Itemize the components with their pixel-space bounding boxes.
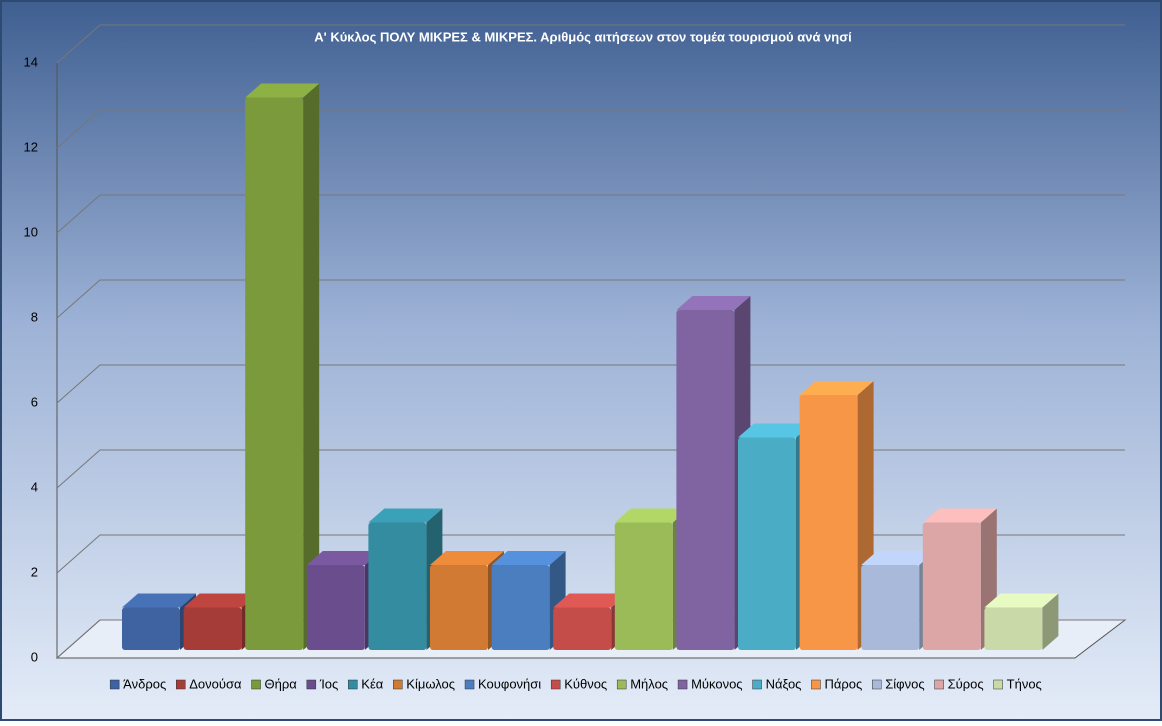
bar xyxy=(614,522,673,650)
legend-item: Μύκονος xyxy=(677,676,743,691)
y-tick-label: 0 xyxy=(31,649,38,664)
bar-top xyxy=(491,551,566,565)
bar-top xyxy=(984,593,1059,608)
legend-item: Μήλος xyxy=(616,676,668,691)
legend-swatch xyxy=(550,679,561,690)
legend-label: Κύθνος xyxy=(564,676,607,691)
bar xyxy=(430,565,488,650)
legend-swatch xyxy=(348,679,358,690)
y-tick-label: 2 xyxy=(31,564,38,579)
legend-label: Άνδρος xyxy=(123,676,166,691)
legend-label: Ίος xyxy=(319,676,338,691)
bar xyxy=(861,565,920,650)
y-tick-label: 6 xyxy=(31,394,38,409)
legend-item: Νάξος xyxy=(752,676,802,691)
legend-swatch xyxy=(251,679,261,690)
bar xyxy=(245,97,304,650)
bar xyxy=(368,522,427,650)
legend-swatch xyxy=(616,679,627,690)
bar-side xyxy=(303,83,320,650)
bar-top xyxy=(368,508,443,523)
y-tick-label: 12 xyxy=(24,139,38,154)
bar-top xyxy=(799,381,874,395)
legend-item: Κουφονήσι xyxy=(464,676,541,691)
bar xyxy=(676,310,735,650)
grid-line xyxy=(56,24,1125,64)
bar xyxy=(922,522,981,650)
legend-swatch xyxy=(872,679,882,690)
legend-label: Σίφνος xyxy=(885,676,924,691)
legend-item: Τήνος xyxy=(993,676,1042,691)
grid-line xyxy=(56,364,1125,404)
legend-swatch xyxy=(176,679,186,690)
bar-top xyxy=(553,593,628,608)
bar xyxy=(491,565,550,650)
bar-top xyxy=(738,423,812,438)
legend-item: Δονούσα xyxy=(176,676,242,691)
bar-top xyxy=(676,296,751,310)
bar-top xyxy=(245,83,320,98)
legend-label: Μύκονος xyxy=(691,676,743,691)
legend-label: Τήνος xyxy=(1007,676,1042,691)
legend-item: Σίφνος xyxy=(872,676,925,691)
legend-label: Μήλος xyxy=(630,676,668,691)
legend-swatch xyxy=(464,679,475,690)
y-tick-label: 14 xyxy=(24,54,38,69)
legend-item: Πάρος xyxy=(811,676,862,691)
legend-item: Κύθνος xyxy=(550,676,607,691)
bar xyxy=(799,395,858,650)
legend-label: Νάξος xyxy=(766,676,802,691)
grid-line xyxy=(56,109,1125,149)
bar-top xyxy=(922,508,997,523)
legend-item: Άνδρος xyxy=(109,676,166,691)
legend-item: Ίος xyxy=(306,676,338,691)
bar-top xyxy=(122,593,196,608)
bar xyxy=(738,437,796,650)
y-tick-label: 4 xyxy=(31,479,38,494)
legend-label: Σύρος xyxy=(948,676,984,691)
legend-swatch xyxy=(811,679,821,690)
bar-top xyxy=(183,593,258,608)
bar-top xyxy=(614,508,689,523)
y-tick-label: 10 xyxy=(24,224,38,239)
legend-swatch xyxy=(393,679,403,690)
bar-top xyxy=(861,551,936,565)
legend-label: Θήρα xyxy=(265,676,298,691)
bar-side xyxy=(1042,593,1059,650)
bar xyxy=(984,607,1043,650)
legend-label: Δονούσα xyxy=(189,676,242,691)
bar-top xyxy=(430,551,504,565)
chart-title: Α' Κύκλος ΠΟΛΥ ΜΙΚΡΕΣ & ΜΙΚΡΕΣ. Αριθμός … xyxy=(314,29,852,44)
grid-line xyxy=(56,194,1125,234)
bar xyxy=(183,607,242,650)
legend-swatch xyxy=(306,679,317,690)
legend-label: Κέα xyxy=(361,676,383,691)
grid-line xyxy=(56,279,1125,319)
y-tick-label: 8 xyxy=(31,309,38,324)
bar xyxy=(306,565,365,650)
legend-swatch xyxy=(934,679,944,690)
legend-item: Θήρα xyxy=(251,676,298,691)
legend-label: Κίμωλος xyxy=(406,676,455,691)
legend-swatch xyxy=(109,679,120,690)
legend-item: Σύρος xyxy=(934,676,984,691)
bar-top xyxy=(306,551,381,565)
legend-item: Κέα xyxy=(348,676,384,691)
legend-label: Κουφονήσι xyxy=(478,676,541,691)
legend-label: Πάρος xyxy=(824,676,862,691)
legend-swatch xyxy=(677,679,688,690)
legend-swatch xyxy=(752,679,762,690)
legend-item: Κίμωλος xyxy=(393,676,455,691)
bar xyxy=(553,607,612,650)
legend-swatch xyxy=(993,679,1003,690)
bar xyxy=(122,607,180,650)
